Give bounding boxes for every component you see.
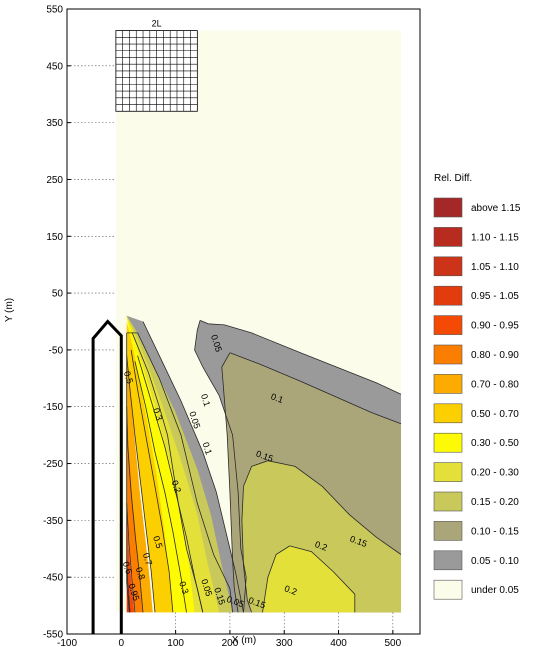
legend-swatch-12 (433, 550, 463, 571)
contour-line-13 (130, 349, 174, 613)
y-tick-label-6: -50 (49, 345, 64, 356)
contour-line-18 (126, 332, 233, 613)
contour-label-6: 0.2 (283, 583, 298, 597)
x-axis-label: X (m) (232, 635, 256, 646)
legend-swatch-8 (433, 432, 463, 453)
legend-swatch-6 (433, 374, 463, 394)
legend-swatch-11 (433, 521, 463, 541)
y-tick-label-3: 250 (46, 175, 63, 186)
y-tick-label-10: -450 (43, 573, 63, 584)
contour-line-2 (229, 352, 402, 425)
contour-line-8 (262, 545, 290, 613)
legend-swatch-5 (433, 344, 463, 365)
region-095-105 (126, 560, 130, 613)
contour-label-17: 0.8 (134, 566, 147, 581)
contour-label-15: 0.5 (151, 535, 164, 550)
legend-label-3: 0.95 - 1.05 (471, 291, 519, 302)
y-axis-label: Y (m) (4, 298, 15, 322)
x-tick-label-6: 500 (385, 638, 402, 647)
x-tick-label-3: 200 (222, 638, 239, 647)
contour-label-16: 0.7 (141, 552, 154, 567)
x-tick-label-0: -100 (57, 638, 77, 647)
y-tick-label-7: -150 (43, 402, 63, 413)
legend-label-2: 1.05 - 1.10 (471, 262, 519, 273)
contour-line-12 (134, 361, 187, 613)
contour-line-11 (137, 355, 204, 613)
y-tick-label-11: -550 (43, 630, 63, 641)
contour-line-9 (142, 321, 244, 613)
contour-label-11: 0.1 (201, 441, 214, 456)
contour-line-15 (126, 406, 144, 613)
x-tick-label-4: 300 (276, 638, 293, 647)
legend-swatch-2 (433, 256, 463, 277)
region-070-080 (126, 355, 153, 613)
structure-outline (91, 319, 123, 634)
contour-line-16 (126, 503, 136, 613)
legend-title: Rel. Diff. (434, 173, 472, 184)
y-tick-label-1: 450 (46, 61, 63, 72)
y-tick-label-0: 550 (46, 5, 63, 16)
contour-line-14 (126, 355, 156, 613)
legend-swatch-4 (433, 315, 463, 335)
region-090-095 (126, 503, 135, 613)
contour-label-19: 0.6 (121, 560, 134, 575)
legend-swatch-7 (433, 403, 463, 424)
legend-label-10: 0.15 - 0.20 (471, 497, 519, 508)
legend-label-13: under 0.05 (471, 585, 519, 596)
contour-label-9: 0.1 (199, 393, 212, 408)
legend-label-8: 0.30 - 0.50 (471, 438, 519, 449)
contour-line-10 (131, 332, 204, 613)
legend-swatch-9 (433, 462, 463, 482)
legend-swatch-13 (433, 579, 463, 600)
legend-label-4: 0.90 - 0.95 (471, 321, 519, 332)
contour-line-1 (199, 320, 402, 395)
legend-swatch-1 (433, 227, 463, 247)
legend-label-0: above 1.15 (471, 203, 521, 214)
y-tick-label-5: 50 (52, 289, 64, 300)
contour-label-18: 0.3 (177, 580, 190, 595)
x-tick-label-1: 0 (119, 638, 125, 647)
legend-label-12: 0.05 - 0.10 (471, 556, 519, 567)
contour-label-14: 0.5 (122, 370, 135, 385)
contour-line-6 (221, 352, 239, 613)
y-tick-label-8: -250 (43, 459, 63, 470)
y-tick-label-2: 350 (46, 118, 63, 129)
contour-label-2: 0.1 (270, 391, 285, 405)
mesh-label: 2L (152, 19, 162, 29)
contour-line-4 (289, 545, 356, 613)
x-tick-label-2: 100 (167, 638, 184, 647)
region-020-030 (262, 545, 355, 613)
y-tick-label-9: -350 (43, 516, 63, 527)
region-030-050 (126, 315, 195, 613)
legend-swatch-10 (433, 491, 463, 512)
plot-frame (66, 8, 421, 635)
legend-label-7: 0.50 - 0.70 (471, 409, 519, 420)
legend-label-6: 0.70 - 0.80 (471, 379, 519, 390)
legend-swatch-0 (433, 197, 463, 218)
legend-swatch-3 (433, 285, 463, 306)
contour-line-7 (241, 466, 252, 613)
contour-label-12: 0.2 (170, 479, 183, 494)
legend-label-5: 0.80 - 0.90 (471, 350, 519, 361)
contour-line-19 (126, 332, 130, 613)
y-tick-label-4: 150 (46, 232, 63, 243)
legend-label-1: 1.10 - 1.15 (471, 232, 519, 243)
contour-label-13: 0.3 (151, 407, 164, 422)
legend-label-9: 0.20 - 0.30 (471, 468, 519, 479)
contour-label-4: 0.2 (314, 539, 329, 553)
legend-label-11: 0.10 - 0.15 (471, 526, 519, 537)
x-tick-label-5: 400 (330, 638, 347, 647)
contour-line-3 (251, 460, 402, 555)
